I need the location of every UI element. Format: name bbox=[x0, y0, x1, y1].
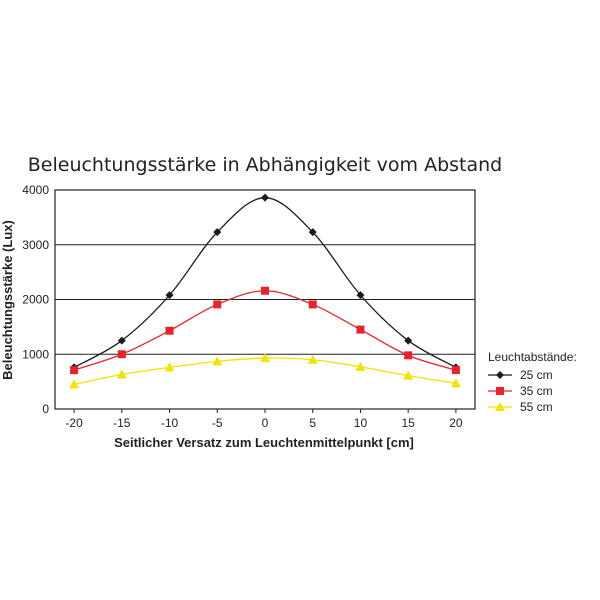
y-axis-label: Beleuchtungsstärke (Lux) bbox=[0, 220, 15, 380]
data-point bbox=[308, 228, 317, 237]
y-tick-label: 1000 bbox=[22, 347, 49, 361]
data-point bbox=[213, 228, 222, 237]
data-point bbox=[404, 351, 413, 360]
x-tick-label: 20 bbox=[449, 416, 463, 430]
data-point bbox=[355, 361, 366, 371]
data-point bbox=[307, 354, 318, 364]
legend-title: Leuchtabstände: bbox=[488, 350, 577, 364]
series-25-cm bbox=[70, 193, 460, 372]
data-point bbox=[116, 369, 127, 379]
data-point bbox=[212, 356, 223, 366]
series-55-cm bbox=[69, 353, 461, 389]
x-tick-label: 10 bbox=[354, 416, 368, 430]
data-point bbox=[260, 353, 270, 363]
data-point bbox=[404, 336, 413, 345]
legend-label: 55 cm bbox=[520, 400, 553, 414]
data-point bbox=[164, 362, 175, 372]
data-point bbox=[70, 366, 79, 375]
legend-item: 35 cm bbox=[488, 384, 553, 398]
y-axis-ticks: 0 1000 2000 3000 4000 bbox=[22, 183, 49, 416]
y-tick-label: 4000 bbox=[22, 183, 49, 197]
data-point bbox=[165, 291, 174, 300]
x-tick-label: 5 bbox=[309, 416, 316, 430]
data-point bbox=[451, 366, 460, 375]
data-point bbox=[356, 291, 365, 300]
data-point bbox=[261, 286, 269, 295]
x-tick-label: 0 bbox=[262, 416, 269, 430]
legend-item: 25 cm bbox=[488, 368, 553, 382]
data-point bbox=[165, 326, 174, 335]
legend-marker bbox=[496, 371, 504, 379]
x-tick-label: -10 bbox=[161, 416, 179, 430]
x-tick-label: -15 bbox=[113, 416, 131, 430]
x-axis-label: Seitlicher Versatz zum Leuchtenmittelpun… bbox=[114, 435, 414, 450]
data-point bbox=[117, 350, 126, 359]
data-point bbox=[450, 378, 461, 388]
x-axis-ticks: -20 -15 -10 -5 0 5 10 15 20 bbox=[65, 409, 463, 430]
series-line bbox=[73, 197, 457, 368]
legend-items: 25 cm 35 cm 55 cm bbox=[488, 368, 553, 414]
legend: Leuchtabstände: 25 cm 35 cm 55 cm bbox=[488, 350, 577, 414]
y-tick-label: 0 bbox=[42, 402, 49, 416]
legend-marker bbox=[495, 402, 505, 411]
series-group bbox=[69, 193, 461, 389]
legend-item: 55 cm bbox=[488, 400, 553, 414]
x-tick-label: 15 bbox=[402, 416, 416, 430]
grid bbox=[55, 244, 475, 355]
legend-marker bbox=[496, 387, 504, 395]
data-point bbox=[261, 193, 269, 202]
y-tick-label: 2000 bbox=[22, 293, 49, 307]
series-35-cm bbox=[70, 286, 460, 375]
chart-title: Beleuchtungsstärke in Abhängigkeit vom A… bbox=[28, 154, 502, 176]
legend-label: 35 cm bbox=[520, 384, 553, 398]
data-point bbox=[69, 379, 80, 389]
x-tick-label: -5 bbox=[212, 416, 223, 430]
data-point bbox=[213, 300, 222, 309]
data-point bbox=[356, 325, 365, 334]
data-point bbox=[308, 300, 317, 309]
data-point bbox=[117, 336, 126, 345]
legend-label: 25 cm bbox=[520, 368, 553, 382]
y-tick-label: 3000 bbox=[22, 238, 49, 252]
x-tick-label: -20 bbox=[65, 416, 83, 430]
data-point bbox=[403, 370, 414, 380]
